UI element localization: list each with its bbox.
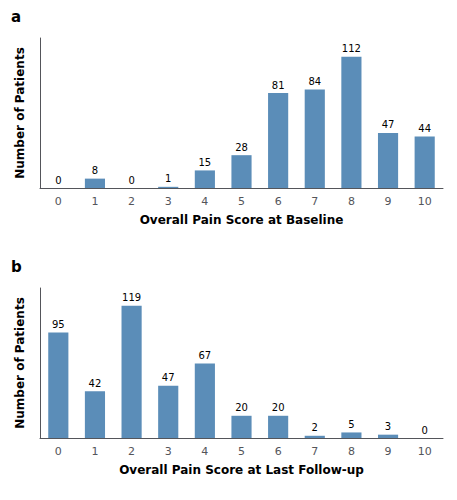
svg-text:0: 0 xyxy=(55,195,62,208)
svg-text:10: 10 xyxy=(418,195,432,208)
svg-text:a: a xyxy=(11,8,21,26)
svg-text:Overall Pain Score at Last Fol: Overall Pain Score at Last Follow-up xyxy=(119,463,364,477)
svg-text:5: 5 xyxy=(238,445,245,458)
svg-text:2: 2 xyxy=(128,445,135,458)
svg-text:9: 9 xyxy=(385,195,392,208)
svg-text:5: 5 xyxy=(238,195,245,208)
svg-text:20: 20 xyxy=(272,402,285,413)
svg-text:7: 7 xyxy=(311,195,318,208)
svg-text:84: 84 xyxy=(308,76,321,87)
svg-text:1: 1 xyxy=(91,195,98,208)
svg-text:0: 0 xyxy=(55,175,61,186)
svg-text:95: 95 xyxy=(52,319,65,330)
svg-text:15: 15 xyxy=(198,157,211,168)
svg-text:67: 67 xyxy=(198,350,211,361)
svg-text:6: 6 xyxy=(275,195,282,208)
svg-text:4: 4 xyxy=(201,445,208,458)
svg-text:28: 28 xyxy=(235,142,248,153)
svg-text:9: 9 xyxy=(385,445,392,458)
svg-text:b: b xyxy=(11,258,22,276)
svg-text:20: 20 xyxy=(235,402,248,413)
svg-text:5: 5 xyxy=(348,419,354,430)
svg-text:0: 0 xyxy=(421,425,427,436)
svg-text:8: 8 xyxy=(348,195,355,208)
svg-text:8: 8 xyxy=(348,445,355,458)
svg-text:10: 10 xyxy=(418,445,432,458)
svg-text:47: 47 xyxy=(162,372,175,383)
svg-text:2: 2 xyxy=(312,422,318,433)
svg-text:Overall Pain Score at Baseline: Overall Pain Score at Baseline xyxy=(140,213,344,227)
svg-text:0: 0 xyxy=(55,445,62,458)
svg-text:112: 112 xyxy=(342,43,361,54)
svg-text:3: 3 xyxy=(385,421,391,432)
svg-text:Number of Patients: Number of Patients xyxy=(13,297,27,429)
svg-text:4: 4 xyxy=(201,195,208,208)
svg-text:Number of Patients: Number of Patients xyxy=(13,47,27,179)
svg-text:44: 44 xyxy=(418,123,431,134)
svg-text:3: 3 xyxy=(165,195,172,208)
svg-text:81: 81 xyxy=(272,80,285,91)
svg-text:47: 47 xyxy=(382,119,395,130)
svg-text:0: 0 xyxy=(128,175,134,186)
svg-text:8: 8 xyxy=(92,165,98,176)
svg-text:42: 42 xyxy=(89,378,102,389)
svg-text:3: 3 xyxy=(165,445,172,458)
svg-text:2: 2 xyxy=(128,195,135,208)
svg-text:119: 119 xyxy=(122,292,141,303)
svg-text:6: 6 xyxy=(275,445,282,458)
svg-text:1: 1 xyxy=(165,173,171,184)
svg-text:1: 1 xyxy=(91,445,98,458)
svg-text:7: 7 xyxy=(311,445,318,458)
